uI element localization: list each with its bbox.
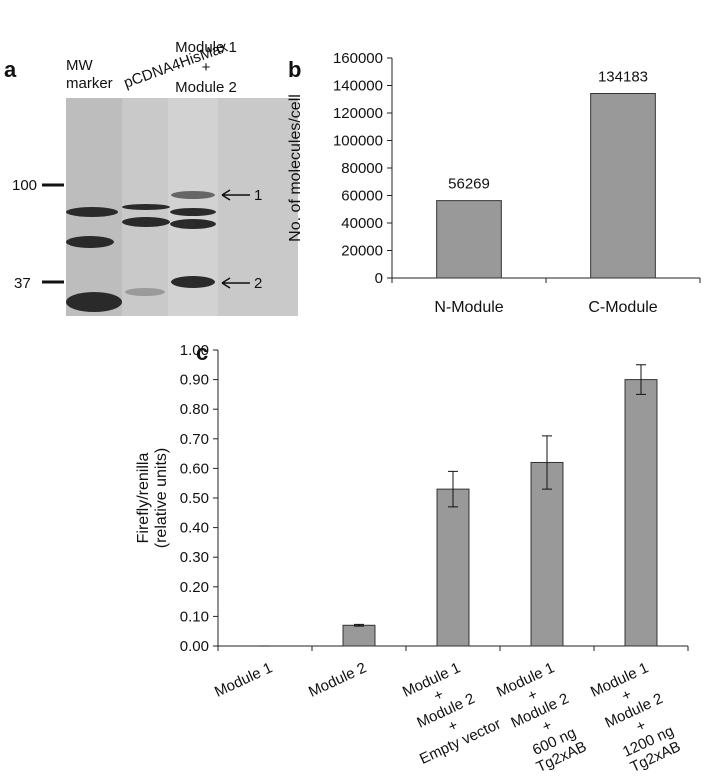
y-tick-label: 140000 [333,78,383,95]
band-arrow-label: 2 [254,275,262,292]
x-tick-label: Module 2 [306,659,369,700]
lane-label: marker [66,75,113,92]
y-axis-title: No. of molecules/cell [287,94,304,242]
y-tick-label: 60000 [341,188,383,205]
mw-marker: 37 [14,275,31,292]
y-tick-label: 100000 [333,133,383,150]
y-axis-title: Firefly/renilla [135,453,152,544]
bar [624,379,658,647]
x-tick-label-group: Module 1+Module 2+Empty vector [400,659,504,768]
panel-label: c [196,340,208,365]
bar [436,488,470,647]
y-tick-label: 120000 [333,105,383,122]
error-bar [354,623,364,627]
x-tick-label-group: Module 2 [306,659,369,700]
x-tick-label: C-Module [588,299,657,316]
bar [590,92,656,279]
band-arrow-label: 1 [254,187,262,204]
value-label: 56269 [448,176,490,193]
bar [530,461,564,647]
x-tick-label: Module 1 [494,659,557,700]
bar [342,624,376,647]
error-bar [448,470,458,508]
panel-label: b [288,57,301,82]
x-tick-label: Module 1 [588,659,651,700]
blot [66,98,298,316]
y-tick-label: 0.30 [180,549,209,566]
x-tick-label: Module 2 [508,690,571,731]
panel-label: a [4,57,17,82]
y-tick-label: 0.90 [180,372,209,389]
y-tick-label: 80000 [341,160,383,177]
y-tick-label: 0.10 [180,608,209,625]
lane-label: Module 2 [175,79,237,96]
y-tick-label: 160000 [333,50,383,67]
lane-label: Module 1 [175,39,237,56]
y-tick-label: 0.20 [180,579,209,596]
y-tick-label: 20000 [341,243,383,260]
x-tick-label: Module 2 [414,690,477,731]
mw-marker: 100 [12,177,37,194]
lane-label: + [202,59,211,76]
y-tick-label: 1.00 [180,342,209,359]
x-tick-label-group: Module 1 [212,659,275,700]
error-bar [636,364,646,395]
x-tick-label: N-Module [434,299,503,316]
y-tick-label: 0 [375,270,383,287]
x-tick-label: Module 1 [400,659,463,700]
x-tick-label: Module 1 [212,659,275,700]
lane-label: MW [66,57,93,74]
y-axis-title: (relative units) [153,448,170,548]
y-tick-label: 0.50 [180,490,209,507]
bar [436,200,502,279]
y-tick-label: 40000 [341,215,383,232]
error-bar [542,435,552,490]
y-tick-label: 0.40 [180,520,209,537]
value-label: 134183 [598,68,648,85]
y-tick-label: 0.80 [180,401,209,418]
x-tick-label: Module 2 [602,690,665,731]
y-tick-label: 0.70 [180,431,209,448]
y-tick-label: 0.00 [180,638,209,655]
y-tick-label: 0.60 [180,460,209,477]
